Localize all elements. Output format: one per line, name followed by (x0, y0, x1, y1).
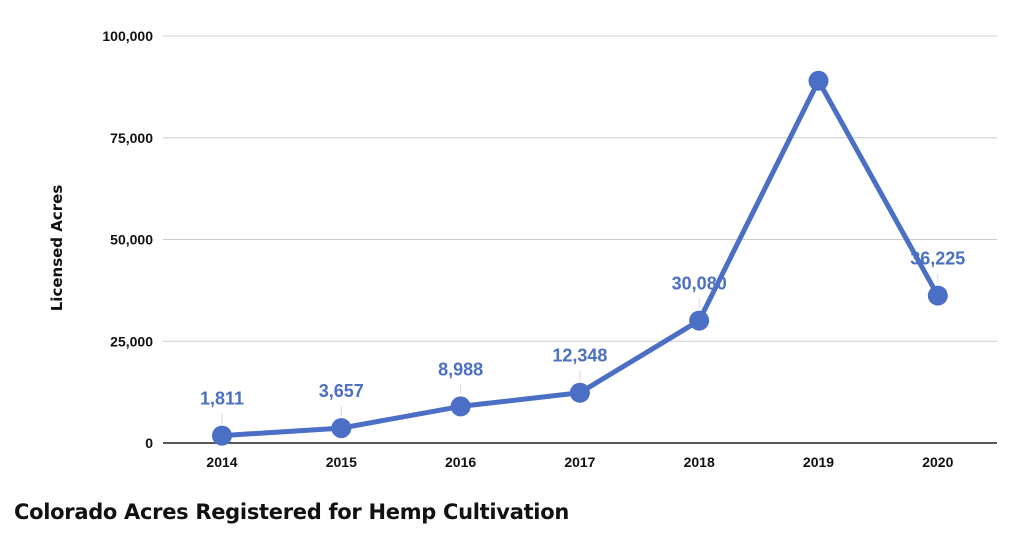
data-point (689, 310, 710, 331)
data-points (212, 70, 948, 446)
y-tick-label: 75,000 (110, 130, 153, 146)
y-axis-tick-labels: 0 25,000 50,000 75,000 100,000 (102, 28, 153, 451)
data-label: 3,657 (319, 381, 364, 401)
data-label: 12,348 (552, 346, 607, 366)
chart-title: Colorado Acres Registered for Hemp Culti… (14, 500, 569, 524)
data-point (927, 285, 948, 306)
y-tick-label: 0 (145, 435, 153, 451)
x-tick-label: 2015 (326, 454, 357, 470)
data-point (331, 418, 352, 439)
gridlines (163, 35, 997, 444)
x-tick-label: 2020 (922, 454, 953, 470)
data-point (569, 382, 590, 403)
data-label: 1,811 (200, 389, 244, 409)
data-point (212, 425, 232, 446)
y-tick-label: 50,000 (110, 232, 153, 248)
data-label: 30,080 (672, 274, 727, 294)
x-axis-tick-labels: 2014 2015 2016 2017 2018 2019 2020 (206, 454, 953, 470)
x-tick-label: 2019 (803, 454, 834, 470)
data-point (450, 396, 471, 417)
x-tick-label: 2017 (564, 454, 595, 470)
y-tick-label: 100,000 (102, 28, 153, 44)
x-tick-label: 2016 (445, 454, 476, 470)
x-tick-label: 2014 (206, 454, 237, 470)
data-labels: 1,811 3,657 8,988 12,348 30,080 36,225 (200, 249, 965, 424)
y-tick-label: 25,000 (110, 333, 153, 349)
data-label: 8,988 (438, 359, 483, 379)
data-point (808, 70, 829, 91)
x-tick-label: 2018 (684, 454, 715, 470)
data-label: 36,225 (910, 249, 965, 269)
y-axis-label: Licensed Acres (48, 185, 66, 312)
